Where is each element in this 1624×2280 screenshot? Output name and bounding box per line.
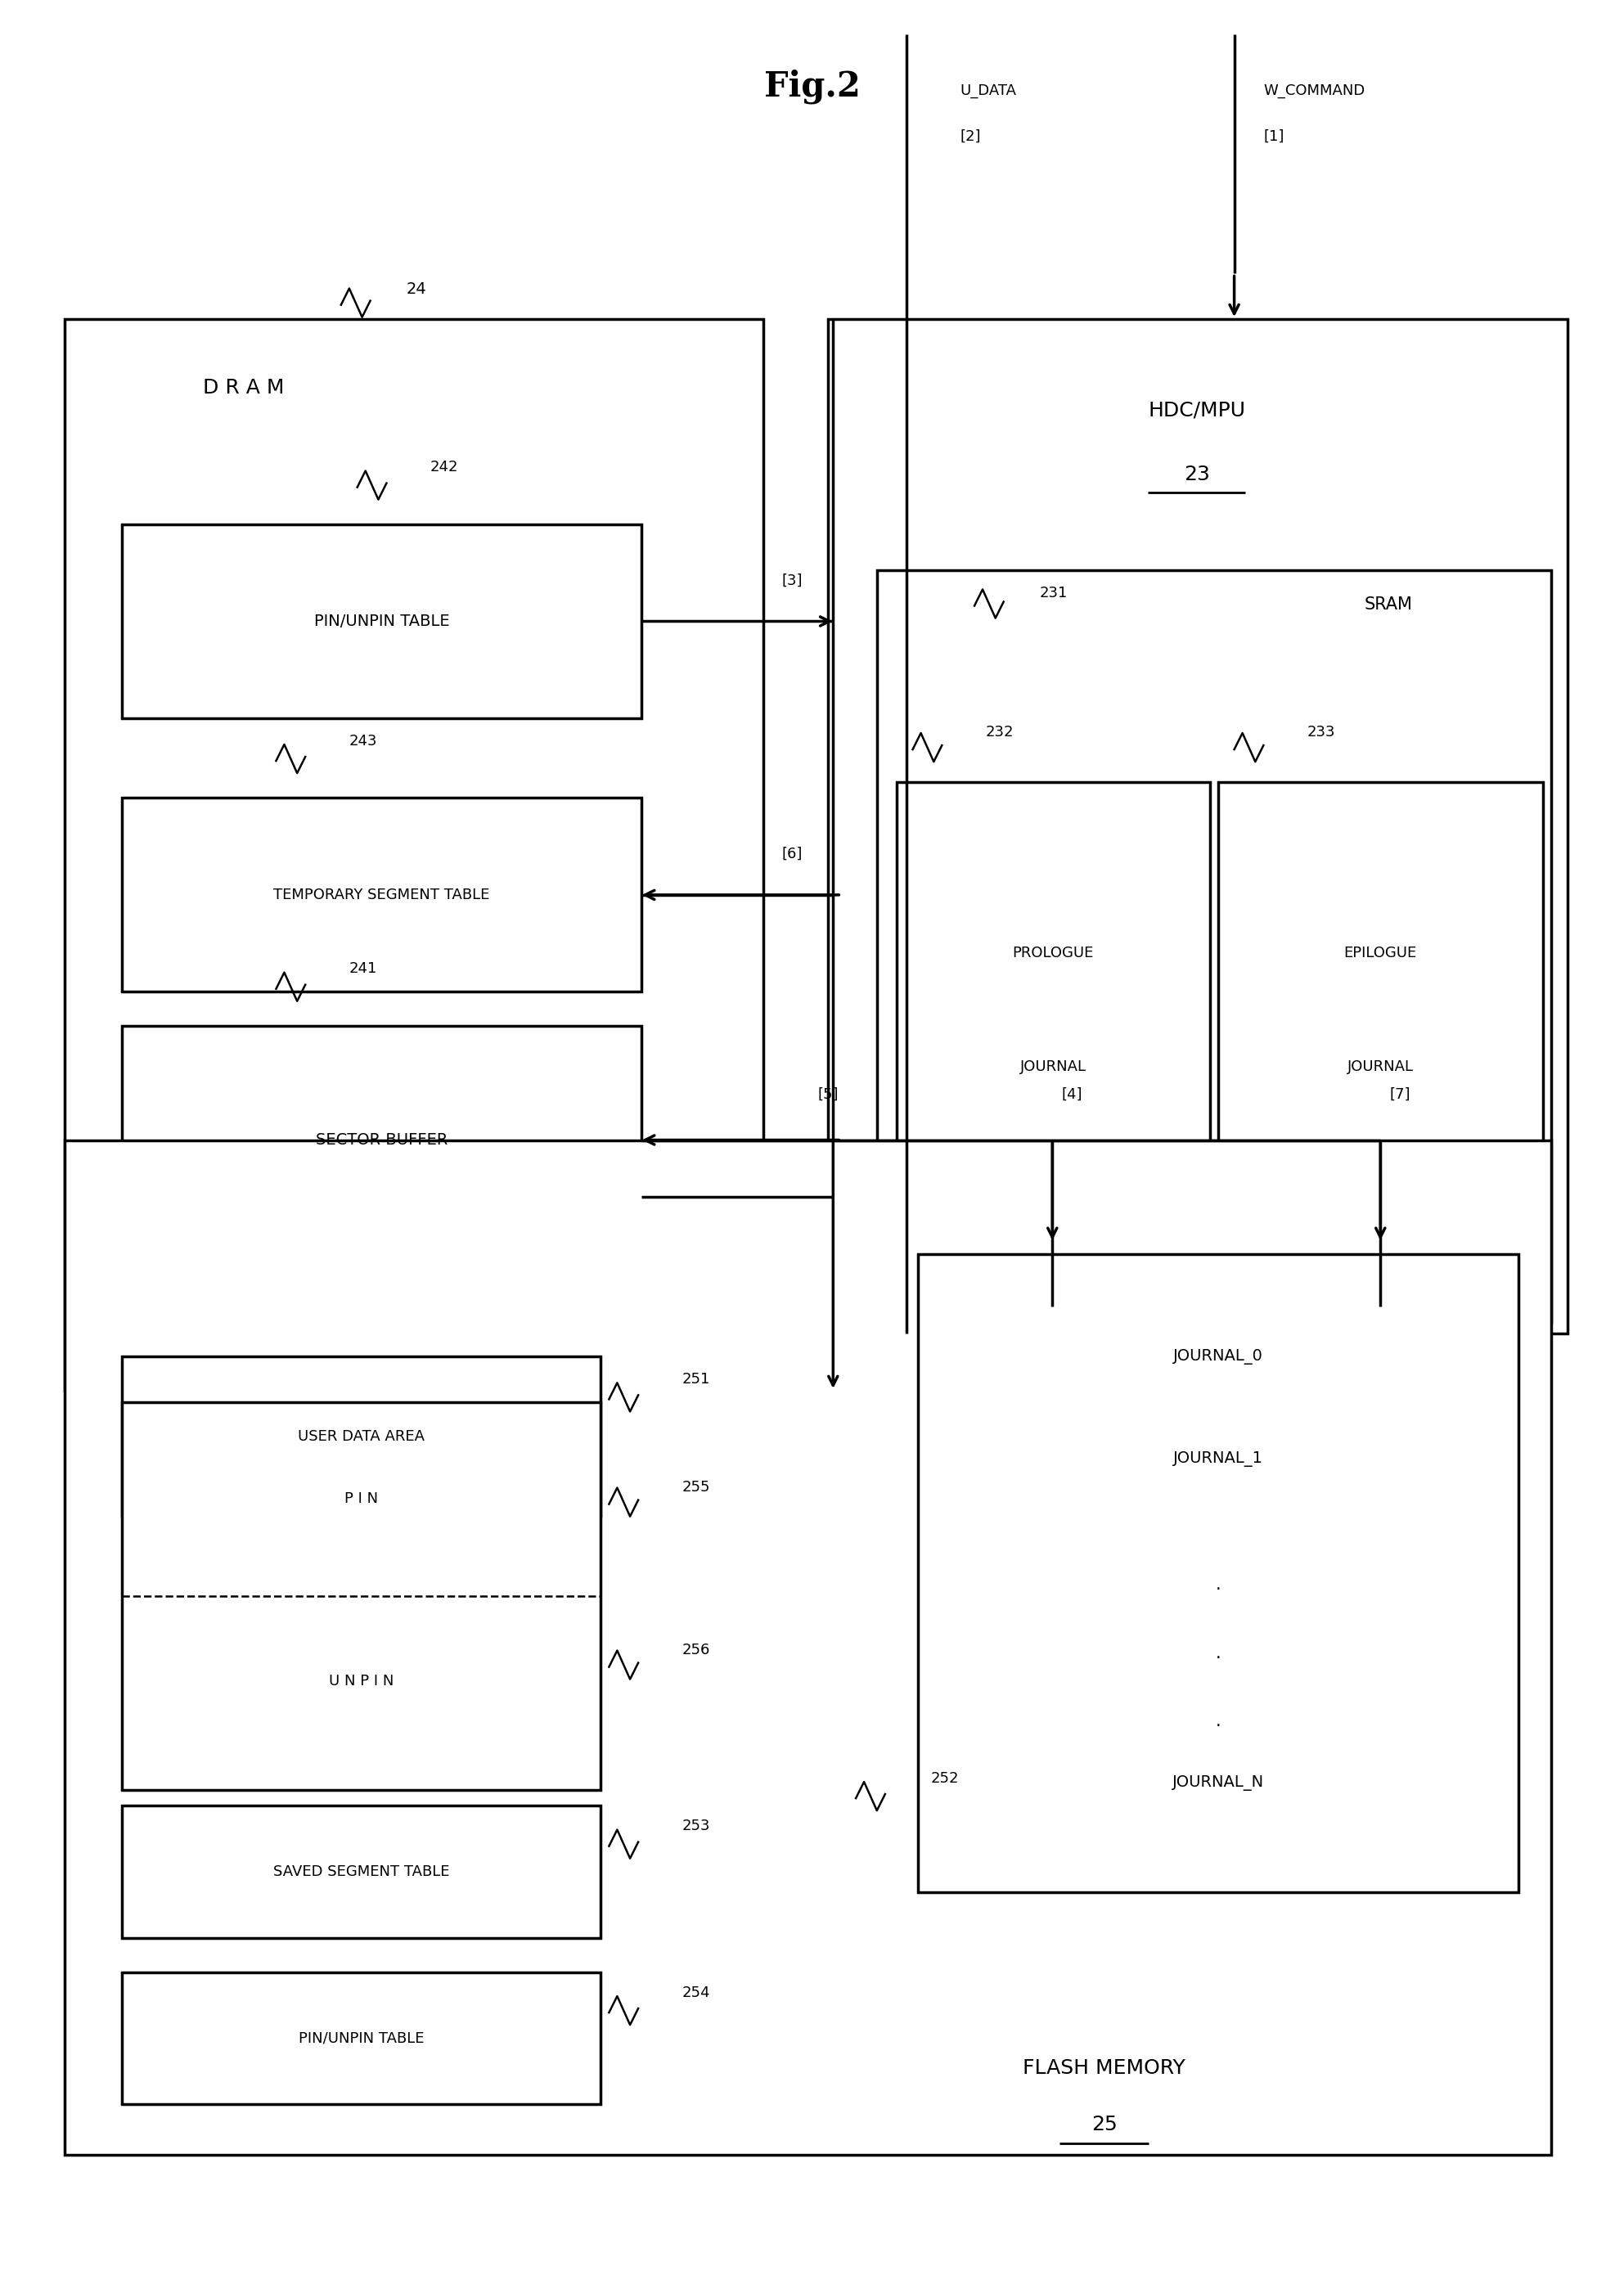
Text: 233: 233	[1307, 725, 1335, 739]
Text: 254: 254	[682, 1986, 710, 2000]
Bar	[122, 798, 641, 992]
Text: TEMPORARY SEGMENT TABLE: TEMPORARY SEGMENT TABLE	[273, 887, 490, 903]
Bar	[122, 1806, 601, 1938]
Bar	[828, 319, 1567, 1334]
Text: SECTOR BUFFER: SECTOR BUFFER	[315, 1133, 448, 1147]
Text: .: .	[1215, 1575, 1221, 1594]
Text: Fig.2: Fig.2	[763, 68, 861, 105]
Bar	[918, 1254, 1518, 1892]
Text: JOURNAL_1: JOURNAL_1	[1173, 1452, 1263, 1466]
Text: P I N: P I N	[344, 1491, 378, 1507]
Text: 232: 232	[986, 725, 1013, 739]
Text: [1]: [1]	[1263, 130, 1285, 144]
Text: JOURNAL_0: JOURNAL_0	[1173, 1350, 1263, 1363]
Text: 253: 253	[682, 1819, 710, 1833]
Text: JOURNAL: JOURNAL	[1348, 1060, 1413, 1074]
Text: 251: 251	[682, 1373, 710, 1386]
Text: [2]: [2]	[960, 130, 981, 144]
Bar	[896, 782, 1210, 1306]
Text: HDC/MPU: HDC/MPU	[1148, 401, 1246, 420]
Text: [7]: [7]	[1390, 1088, 1410, 1101]
Text: 231: 231	[1039, 586, 1067, 600]
Text: .: .	[1215, 1712, 1221, 1731]
Bar	[122, 1357, 601, 1516]
Text: EPILOGUE: EPILOGUE	[1345, 946, 1416, 960]
Bar	[122, 1972, 601, 2104]
Text: [3]: [3]	[783, 572, 802, 588]
Text: 242: 242	[430, 461, 458, 474]
Bar	[122, 1402, 601, 1790]
Text: 256: 256	[682, 1644, 710, 1658]
Bar	[65, 1140, 1551, 2155]
Bar	[877, 570, 1551, 1322]
Bar	[122, 1026, 641, 1254]
Text: 243: 243	[349, 734, 377, 748]
Text: PIN/UNPIN TABLE: PIN/UNPIN TABLE	[313, 613, 450, 629]
Text: .: .	[1215, 1644, 1221, 1662]
Text: FLASH MEMORY: FLASH MEMORY	[1023, 2059, 1186, 2077]
Text: 255: 255	[682, 1480, 710, 1496]
Text: JOURNAL: JOURNAL	[1020, 1060, 1086, 1074]
Text: [6]: [6]	[783, 846, 802, 862]
Text: 241: 241	[349, 962, 377, 976]
Text: USER DATA AREA: USER DATA AREA	[297, 1430, 425, 1443]
Text: [4]: [4]	[1062, 1088, 1082, 1101]
Text: 23: 23	[1184, 465, 1210, 483]
Text: 252: 252	[931, 1772, 958, 1785]
Text: PROLOGUE: PROLOGUE	[1012, 946, 1095, 960]
Text: SRAM: SRAM	[1364, 595, 1413, 613]
Text: W_COMMAND: W_COMMAND	[1263, 84, 1366, 98]
Text: [5]: [5]	[818, 1088, 838, 1101]
Text: 24: 24	[406, 283, 425, 296]
Bar	[1218, 782, 1543, 1306]
Text: 25: 25	[1091, 2116, 1117, 2134]
Bar	[122, 524, 641, 718]
Text: JOURNAL_N: JOURNAL_N	[1173, 1776, 1263, 1790]
Text: SAVED SEGMENT TABLE: SAVED SEGMENT TABLE	[273, 1865, 450, 1879]
Bar	[65, 319, 763, 1391]
Text: D R A M: D R A M	[203, 378, 284, 397]
Text: U_DATA: U_DATA	[960, 84, 1017, 98]
Text: PIN/UNPIN TABLE: PIN/UNPIN TABLE	[299, 2031, 424, 2045]
Text: U N P I N: U N P I N	[330, 1674, 393, 1689]
